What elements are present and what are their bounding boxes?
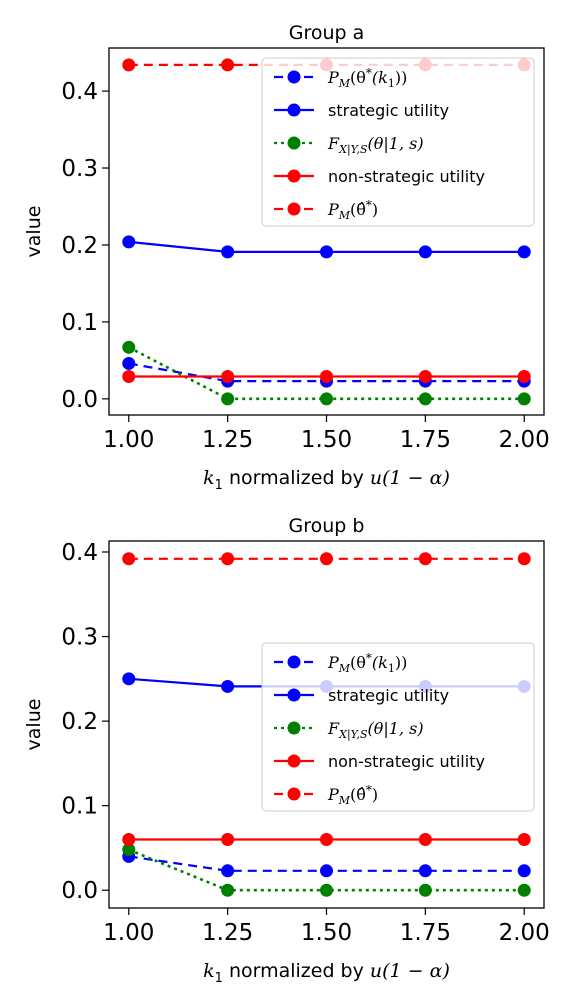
y-tick-label: 0.1	[61, 794, 98, 820]
x-axis-label: k1 normalized by u(1 − α)	[203, 467, 450, 493]
legend-marker	[287, 655, 301, 669]
y-axis-label: value	[23, 699, 45, 751]
data-point	[221, 245, 235, 259]
data-point	[418, 883, 432, 897]
legend-label: PM(θ̂*)	[327, 198, 378, 222]
chart-title: Group b	[289, 515, 365, 537]
x-tick-label: 1.25	[202, 427, 253, 453]
data-point	[221, 552, 235, 566]
y-tick-label: 0.2	[61, 709, 98, 735]
data-point	[418, 245, 432, 259]
data-point	[122, 58, 136, 72]
data-point	[221, 58, 235, 72]
data-point	[418, 864, 432, 878]
chart-panel-1: Group a 0.0 0.1 0.2 0.3 0.4 1.00 1.25 1.50 1.75 2.…	[23, 22, 550, 493]
legend-label: PM(θ*(k1))	[327, 651, 407, 675]
data-point	[418, 370, 432, 384]
chart-title: Group a	[289, 22, 365, 44]
data-point	[517, 864, 531, 878]
data-point	[517, 833, 531, 847]
legend-label: non-strategic utility	[328, 752, 485, 771]
data-point	[221, 370, 235, 384]
data-point	[221, 392, 235, 406]
data-point	[122, 672, 136, 686]
legend-label: PM(θ̂*)	[327, 783, 378, 807]
x-tick-label: 1.50	[301, 920, 352, 946]
y-tick-label: 0.4	[61, 79, 98, 105]
data-point	[418, 833, 432, 847]
plot-frame	[108, 47, 545, 416]
legend-label: non-strategic utility	[328, 167, 485, 186]
legend-marker	[287, 787, 301, 801]
legend: PM(θ*(k1)) strategic utility FX|Y,S(θ|1, s…	[261, 57, 535, 227]
x-tick-label: 1.75	[400, 920, 451, 946]
legend-label: FX|Y,S(θ|1, s)	[327, 134, 424, 157]
legend-marker	[287, 103, 301, 117]
data-point	[320, 392, 333, 406]
data-point	[122, 340, 136, 354]
data-point	[320, 245, 333, 259]
y-tick-label: 0.3	[61, 625, 98, 651]
x-tick-label: 1.50	[301, 427, 352, 453]
legend-box	[261, 642, 535, 812]
data-point	[122, 843, 136, 857]
x-tick-label: 1.75	[400, 427, 451, 453]
data-point	[320, 833, 333, 847]
x-tick-label: 2.00	[499, 920, 550, 946]
data-point	[122, 370, 136, 384]
legend: PM(θ*(k1)) strategic utility FX|Y,S(θ|1, s…	[261, 642, 535, 812]
data-point	[122, 235, 136, 249]
x-tick-label: 2.00	[499, 427, 550, 453]
y-tick-label: 0.3	[61, 156, 98, 182]
y-tick-label: 0.2	[61, 233, 98, 259]
y-tick-label: 0.0	[61, 387, 98, 413]
x-tick-label: 1.00	[103, 920, 154, 946]
data-point	[320, 864, 333, 878]
data-point	[320, 370, 333, 384]
legend-label: PM(θ*(k1))	[327, 66, 407, 90]
data-point	[221, 883, 235, 897]
legend-marker	[287, 169, 301, 183]
y-tick-label: 0.4	[61, 540, 98, 566]
legend-marker	[287, 721, 301, 735]
legend-marker	[287, 754, 301, 768]
x-tick-label: 1.25	[202, 920, 253, 946]
chart-panel-2: Group b 0.0 0.1 0.2 0.3 0.4 1.00 1.25 1.50 1.75 2.…	[23, 515, 550, 986]
legend-marker	[287, 136, 301, 150]
data-point	[221, 679, 235, 693]
data-point	[320, 883, 333, 897]
data-point	[221, 864, 235, 878]
data-point	[517, 370, 531, 384]
y-axis-label: value	[23, 206, 45, 258]
data-point	[517, 392, 531, 406]
legend-label: FX|Y,S(θ|1, s)	[327, 719, 424, 742]
y-tick-label: 0.1	[61, 310, 98, 336]
x-axis-label: k1 normalized by u(1 − α)	[203, 960, 450, 986]
legend-marker	[287, 688, 301, 702]
data-point	[320, 552, 333, 566]
y-tick-label: 0.0	[61, 878, 98, 904]
legend-marker	[287, 202, 301, 216]
plot-frame	[108, 540, 545, 909]
data-point	[122, 356, 136, 370]
data-point	[221, 833, 235, 847]
data-point	[517, 883, 531, 897]
data-point	[418, 552, 432, 566]
legend-label: strategic utility	[328, 686, 449, 705]
legend-label: strategic utility	[328, 101, 449, 120]
x-tick-label: 1.00	[103, 427, 154, 453]
legend-marker	[287, 70, 301, 84]
data-point	[122, 552, 136, 566]
legend-box	[261, 57, 535, 227]
data-point	[517, 552, 531, 566]
data-point	[517, 245, 531, 259]
data-point	[418, 392, 432, 406]
data-point	[122, 833, 136, 847]
